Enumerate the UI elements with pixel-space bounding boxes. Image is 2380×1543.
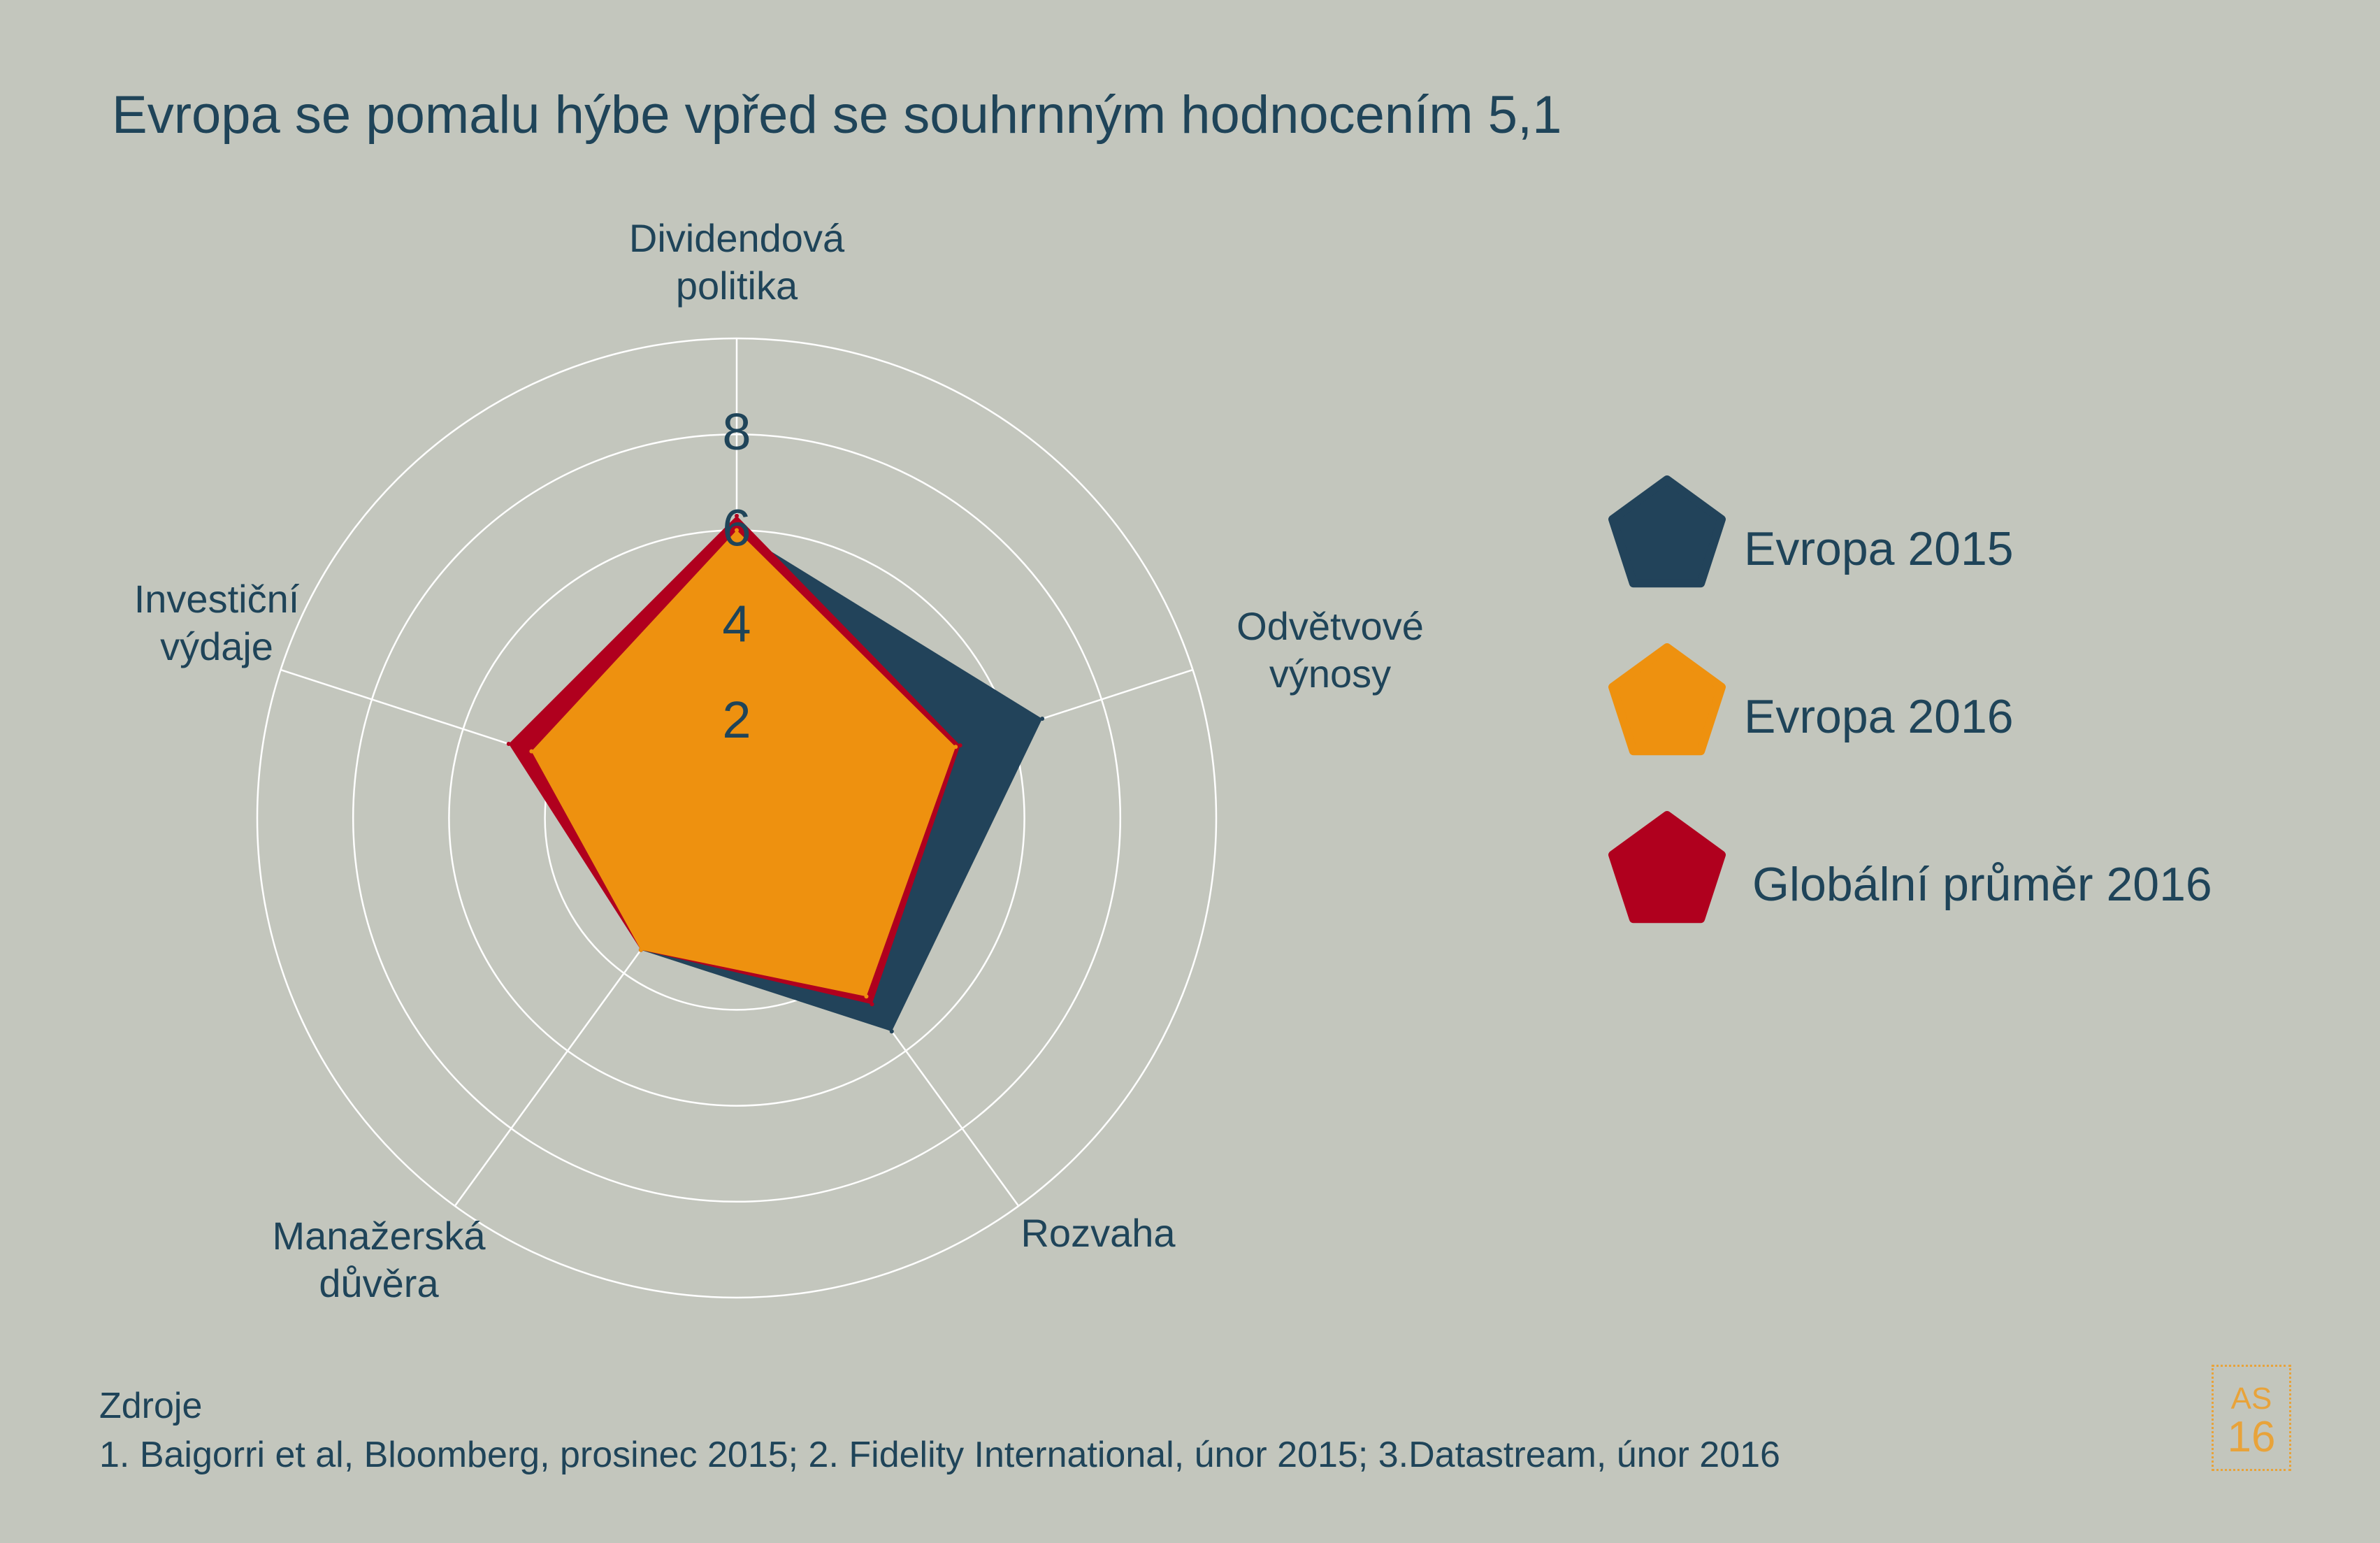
axis-labels: Dividendová politika Odvětvové výnosy Rozvah…: [134, 216, 1424, 1305]
tick-label-6: 6: [722, 498, 751, 557]
radial-ticks: 2 4 6 8: [722, 403, 751, 749]
legend-label-2: Evropa 2016: [1744, 690, 2014, 743]
series-2-point-5: [506, 742, 511, 747]
series-1-point-3: [889, 1029, 894, 1034]
legend: Evropa 2015 Evropa 2016 Globální průměr 20…: [1608, 475, 2212, 924]
series-1-point-2: [1040, 716, 1045, 721]
page-badge: AS 16: [2212, 1365, 2291, 1471]
sources: Zdroje 1. Baigorri et al, Bloomberg, pro…: [99, 1381, 1780, 1479]
series-3-point-2: [953, 745, 958, 749]
series-3-point-1: [735, 528, 739, 533]
axis-label-2: Odvětvové výnosy: [1236, 604, 1424, 696]
series-3-point-3: [864, 994, 869, 999]
axis-label-1: Dividendová politika: [629, 216, 845, 308]
tick-label-2: 2: [722, 691, 751, 749]
series-3-point-5: [529, 749, 534, 754]
sources-title: Zdroje: [99, 1386, 203, 1426]
legend-label-1: Evropa 2015: [1744, 522, 2014, 575]
badge-number: 16: [2227, 1413, 2276, 1461]
badge-label: AS: [2230, 1381, 2272, 1416]
series-2-point-3: [870, 1002, 874, 1007]
legend-label-3: Globální průměr 2016: [1752, 858, 2212, 911]
legend-marker-1: [1608, 475, 1726, 588]
sources-text: 1. Baigorri et al, Bloomberg, prosinec 2…: [99, 1435, 1780, 1475]
series-3-area: [531, 530, 956, 997]
series-3-point-4: [638, 947, 643, 952]
chart-title: Evropa se pomalu hýbe vpřed se souhrnným…: [112, 85, 1562, 145]
axis-label-5: Investiční výdaje: [134, 577, 300, 668]
radar-series: [506, 513, 1045, 1034]
series-2-point-1: [735, 513, 739, 518]
axis-label-3: Rozvaha: [1020, 1211, 1176, 1255]
tick-label-8: 8: [722, 403, 751, 461]
tick-label-4: 4: [722, 595, 751, 653]
series-2-point-2: [958, 743, 962, 748]
axis-label-4: Manažerská důvěra: [272, 1214, 486, 1305]
legend-marker-3: [1608, 811, 1726, 924]
legend-marker-2: [1608, 643, 1726, 756]
